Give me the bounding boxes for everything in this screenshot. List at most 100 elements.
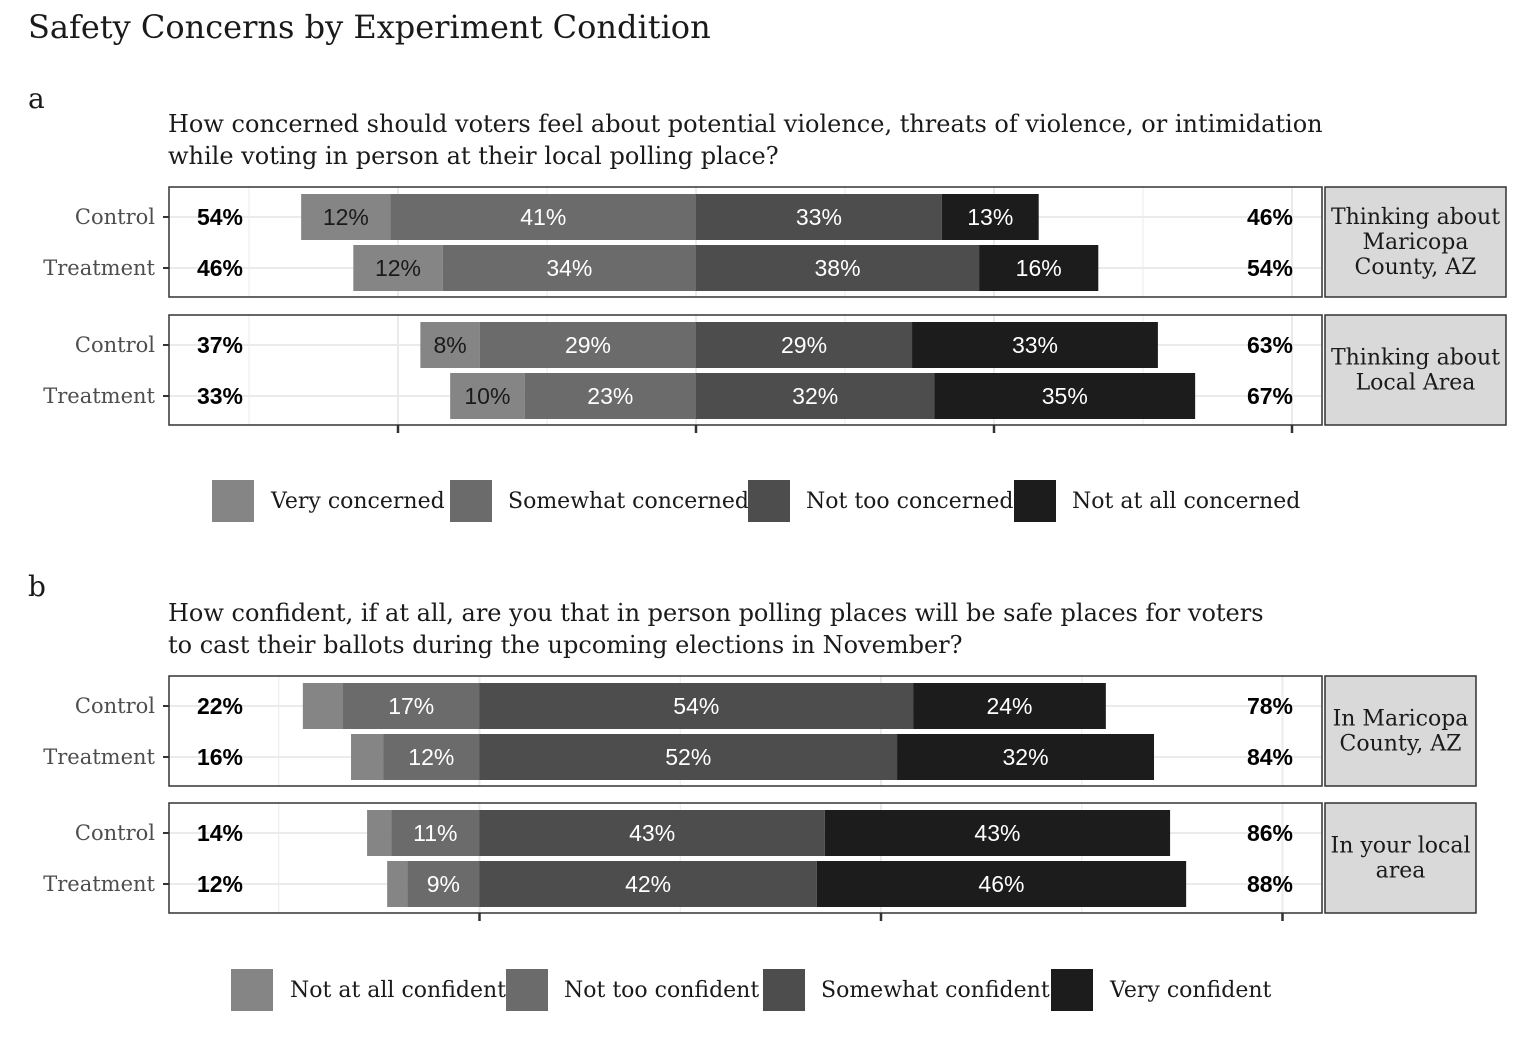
bar-segment [479,322,696,368]
y-tick-label: Treatment [43,256,155,280]
legend-label: Somewhat confident [821,978,1050,1003]
bar-value-label: 43% [974,820,1020,846]
bar-segment [390,194,696,240]
bar-value-label: 12% [375,255,421,281]
bar-value-label: 34% [546,255,592,281]
y-tick-label: Treatment [43,872,155,896]
bar-value-label: 32% [1003,744,1049,770]
bar-segment [353,245,443,291]
legend-label: Not at all confident [290,978,506,1003]
facet: 17% 54% 24% 22% 78% Control 12% 52% 32% 16% 84% Tre… [43,675,1477,787]
bar-value-label: 29% [781,332,827,358]
legend-key [506,969,548,1011]
bar-value-label: 42% [625,871,671,897]
bar-segment [524,373,696,419]
facet-strip-label: County, AZ [1355,255,1477,280]
right-total-label: 46% [1247,204,1293,230]
bar-segment [913,683,1106,729]
legend-label: Very confident [1109,978,1272,1003]
legend-key [763,969,805,1011]
bar-value-label: 12% [323,204,369,230]
legend-key [1051,969,1093,1011]
bar-value-label: 46% [978,871,1024,897]
panel-tag: a [28,82,45,115]
facet-strip-label: Local Area [1356,371,1476,396]
bar-segment [941,194,1039,240]
right-total-label: 78% [1247,693,1293,719]
facet-strip-label: In your local [1331,834,1471,859]
bar-segment [479,683,914,729]
bar-segment [301,194,391,240]
bar-value-label: 9% [427,871,460,897]
bar-segment [979,245,1099,291]
left-total-label: 14% [197,820,243,846]
facet-border [168,802,1323,914]
right-total-label: 67% [1247,383,1293,409]
bar-segment [934,373,1196,419]
bar-value-label: 41% [520,204,566,230]
legend-key [450,480,492,522]
facet-strip [1324,802,1477,914]
bar-segment [479,810,825,856]
legend-label: Somewhat concerned [508,489,749,514]
right-total-label: 63% [1247,332,1293,358]
bar-value-label: 10% [464,383,510,409]
bar-value-label: 8% [434,332,467,358]
bar-segment [696,194,942,240]
facet: 12% 41% 33% 13% 54% 46% Control 12% 34% 38% 16% 46%… [43,186,1507,298]
facet: 8% 29% 29% 33% 37% 63% Control 10% 23% 32% 35% 33% 6… [43,314,1507,426]
bar-segment [479,734,898,780]
facet-strip [1324,186,1507,298]
panel-b: b How confident, if at all, are you that … [28,570,1477,1011]
left-total-label: 46% [197,255,243,281]
legend-label: Not too confident [564,978,759,1003]
bar-segment [351,734,384,780]
right-total-label: 88% [1247,871,1293,897]
left-total-label: 22% [197,693,243,719]
legend-key [212,480,254,522]
left-total-label: 33% [197,383,243,409]
facet-strip [1324,675,1477,787]
panel-subtitle-line: How concerned should voters feel about p… [168,110,1323,138]
bar-value-label: 23% [587,383,633,409]
left-total-label: 54% [197,204,243,230]
bar-value-label: 35% [1042,383,1088,409]
bar-value-label: 17% [388,693,434,719]
facet: 11% 43% 43% 14% 86% Control 9% 42% 46% 12% 88% Trea… [43,802,1477,914]
bar-segment [383,734,480,780]
bar-value-label: 52% [665,744,711,770]
bar-segment [367,810,392,856]
facet-strip-label: Maricopa [1363,230,1469,255]
facet-strip-label: area [1376,859,1426,884]
bar-value-label: 12% [408,744,454,770]
panel-tag: b [28,570,46,603]
y-tick-label: Control [75,694,155,718]
bar-value-label: 43% [629,820,675,846]
bar-segment [442,245,696,291]
panel-a: a How concerned should voters feel about … [28,82,1507,522]
chart-title: Safety Concerns by Experiment Condition [28,8,711,46]
facet-strip-label: Thinking about [1331,346,1500,371]
y-tick-label: Treatment [43,384,155,408]
bar-segment [407,861,480,907]
left-total-label: 37% [197,332,243,358]
facet-strip [1324,314,1507,426]
legend-label: Not too concerned [806,489,1014,514]
right-total-label: 54% [1247,255,1293,281]
bar-value-label: 38% [815,255,861,281]
bar-segment [696,245,980,291]
bar-value-label: 33% [1012,332,1058,358]
legend-key [231,969,273,1011]
bar-segment [342,683,480,729]
bar-value-label: 16% [1016,255,1062,281]
bar-segment [302,683,343,729]
panel-subtitle-line: while voting in person at their local po… [168,142,779,170]
legend-label: Not at all concerned [1072,489,1300,514]
bar-value-label: 54% [673,693,719,719]
right-total-label: 84% [1247,744,1293,770]
y-tick-label: Treatment [43,745,155,769]
bar-segment [816,861,1187,907]
bar-segment [479,861,817,907]
bar-value-label: 24% [986,693,1032,719]
